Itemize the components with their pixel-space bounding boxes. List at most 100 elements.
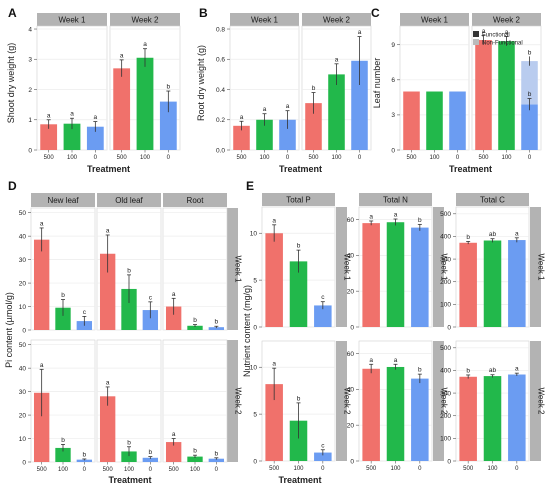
- bar: [63, 123, 81, 150]
- row-strip: [530, 341, 541, 461]
- legend-swatch-nonfunctional: [473, 39, 479, 45]
- y-axis-label: Root dry weight (g): [196, 45, 206, 121]
- y-tick-label: 10: [250, 231, 258, 238]
- y-tick-label: 300: [440, 390, 451, 397]
- facet-strip-label: Total C: [480, 196, 505, 205]
- y-tick-label: 20: [347, 288, 355, 295]
- panel-letter: B: [199, 6, 208, 20]
- x-tick-label: 500: [366, 466, 377, 472]
- x-axis-label: Treatment: [279, 164, 322, 174]
- significance-letter: c: [321, 442, 325, 449]
- y-tick-label: 0: [447, 458, 451, 465]
- bar: [233, 125, 250, 150]
- significance-letter: c: [321, 294, 325, 301]
- bar: [328, 74, 345, 150]
- x-tick-label: 500: [308, 155, 319, 161]
- significance-letter: a: [369, 213, 373, 220]
- bar: [121, 288, 137, 330]
- y-tick-label: 0: [350, 324, 354, 331]
- x-tick-label: 100: [259, 155, 270, 161]
- bar: [33, 392, 50, 462]
- bar: [265, 233, 283, 327]
- chart-panel-D: New leaf Old leaf Root Week 1 a b c 0 10 20 30 40 50…: [19, 193, 243, 473]
- bar: [279, 119, 296, 150]
- y-tick-label: 5: [253, 277, 257, 284]
- y-tick-label: 40: [347, 253, 355, 260]
- significance-letter: b: [193, 448, 197, 455]
- significance-letter: b: [193, 317, 197, 324]
- y-tick-label: 0: [28, 147, 32, 154]
- significance-letter: b: [297, 395, 301, 402]
- y-tick-label: 0: [253, 324, 257, 331]
- panel-letter: E: [246, 179, 254, 193]
- y-tick-label: 500: [440, 211, 451, 218]
- significance-letter: b: [418, 217, 422, 224]
- x-tick-label: 500: [269, 466, 280, 472]
- bar: [33, 239, 50, 330]
- y-tick-label: 0.0: [216, 147, 225, 154]
- y-tick-label: 200: [440, 413, 451, 420]
- facet-strip: [302, 13, 371, 26]
- y-tick-label: 6: [391, 77, 395, 84]
- significance-letter: b: [466, 367, 470, 374]
- x-tick-label: 100: [331, 155, 342, 161]
- x-axis-label: Treatment: [87, 164, 130, 174]
- x-axis-label: Treatment: [108, 475, 151, 485]
- significance-letter: c: [149, 294, 153, 301]
- facet-strip: [31, 193, 95, 207]
- y-tick-label: 40: [347, 387, 355, 394]
- y-tick-label: 0: [22, 459, 26, 466]
- bar: [475, 40, 492, 150]
- significance-letter: a: [515, 366, 519, 373]
- y-tick-label: 5: [253, 411, 257, 418]
- x-tick-label: 500: [478, 155, 489, 161]
- bar: [142, 457, 159, 462]
- y-tick-label: 20: [19, 412, 27, 419]
- panel-letter: C: [371, 6, 380, 20]
- x-tick-label: 0: [286, 155, 290, 161]
- bar: [289, 261, 308, 327]
- significance-letter: b: [528, 49, 532, 56]
- bar: [508, 374, 526, 461]
- row-strip-label: Week 1: [537, 254, 546, 282]
- x-tick-label: 100: [140, 155, 151, 161]
- significance-letter: a: [120, 52, 124, 59]
- x-tick-label: 500: [37, 467, 48, 473]
- facet-strip: [456, 193, 529, 206]
- panel-letter: A: [8, 6, 17, 20]
- significance-letter: a: [143, 41, 147, 48]
- legend-label: Non-Functional: [482, 41, 523, 47]
- row-strip: [227, 340, 238, 462]
- y-tick-label: 300: [440, 256, 451, 263]
- chart-panel-B: Week 1 a a a 0.0 0.2 0.4 0.6 0.8 500 100 0 Week 2 b a a…: [216, 13, 372, 161]
- y-tick-label: 0.8: [216, 26, 225, 33]
- y-tick-label: 400: [440, 234, 451, 241]
- bar: [314, 305, 332, 327]
- significance-letter: a: [47, 112, 51, 119]
- significance-letter: a: [70, 111, 74, 118]
- x-tick-label: 500: [169, 467, 180, 473]
- significance-letter: b: [127, 439, 131, 446]
- x-tick-label: 100: [58, 467, 69, 473]
- bar: [305, 103, 322, 150]
- bar: [411, 227, 429, 327]
- significance-letter: a: [272, 361, 276, 368]
- x-axis-label: Treatment: [278, 475, 321, 485]
- legend-label: Functional: [482, 33, 510, 39]
- x-tick-label: 100: [487, 466, 498, 472]
- y-axis-label: Shoot dry weight (g): [6, 43, 16, 124]
- x-tick-label: 100: [501, 155, 512, 161]
- row-strip-label: Week 2: [343, 388, 352, 416]
- bar: [136, 57, 154, 150]
- row-strip-label: Week 1: [343, 254, 352, 282]
- facet-strip: [359, 193, 432, 206]
- facet-strip: [97, 193, 161, 207]
- facet-strip-label: Week 2: [493, 16, 521, 25]
- significance-letter: a: [358, 29, 362, 36]
- row-strip: [433, 341, 444, 461]
- significance-letter: a: [272, 217, 276, 224]
- significance-letter: ab: [489, 231, 497, 238]
- y-tick-label: 0: [447, 324, 451, 331]
- x-tick-label: 100: [429, 155, 440, 161]
